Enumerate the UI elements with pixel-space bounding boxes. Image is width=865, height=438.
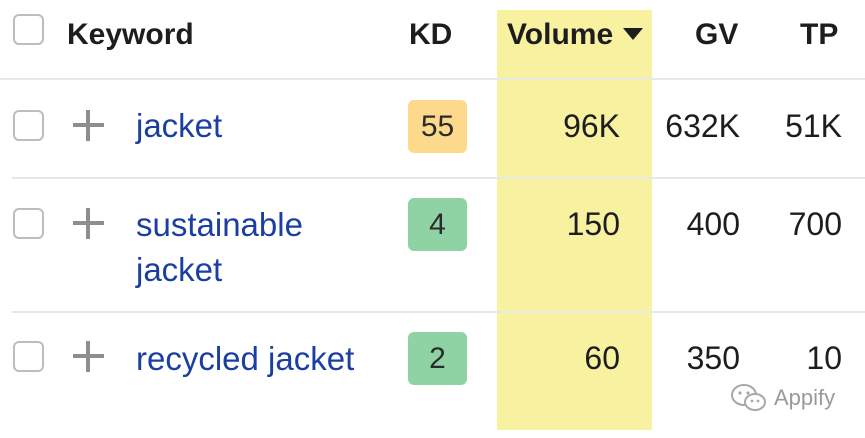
- keyword-link[interactable]: jacket: [136, 107, 223, 144]
- header-divider: [0, 78, 865, 80]
- header-volume[interactable]: Volume: [507, 15, 644, 55]
- row-checkbox[interactable]: [13, 341, 44, 372]
- row-checkbox[interactable]: [13, 208, 44, 239]
- kd-badge: 55: [408, 100, 467, 153]
- volume-value: 60: [584, 340, 620, 376]
- volume-value: 150: [566, 206, 620, 242]
- kd-badge: 4: [408, 198, 467, 251]
- add-keyword-icon[interactable]: [73, 110, 104, 141]
- header-kd[interactable]: KD: [409, 18, 453, 51]
- sort-desc-icon: [623, 28, 644, 41]
- gv-value: 632K: [665, 108, 740, 144]
- row-divider: [12, 177, 865, 179]
- row-divider: [12, 311, 865, 313]
- header-volume-label: Volume: [507, 18, 614, 51]
- header-tp[interactable]: TP: [800, 18, 839, 51]
- volume-value: 96K: [563, 108, 620, 144]
- add-keyword-icon[interactable]: [73, 341, 104, 372]
- watermark-text: Appify: [774, 385, 836, 410]
- tp-value: 51K: [785, 108, 842, 144]
- row-checkbox[interactable]: [13, 110, 44, 141]
- header-keyword[interactable]: Keyword: [67, 18, 194, 51]
- keyword-link[interactable]: sustainable jacket: [136, 206, 303, 288]
- gv-value: 400: [686, 206, 740, 242]
- kd-badge: 2: [408, 332, 467, 385]
- tp-value: 700: [788, 206, 842, 242]
- header-gv[interactable]: GV: [695, 18, 739, 51]
- keyword-link[interactable]: recycled jacket: [136, 340, 355, 377]
- add-keyword-icon[interactable]: [73, 208, 104, 239]
- wechat-icon: [731, 384, 766, 411]
- watermark: Appify: [730, 383, 835, 413]
- gv-value: 350: [686, 340, 740, 376]
- select-all-checkbox[interactable]: [13, 14, 44, 45]
- volume-column-highlight: [497, 10, 652, 430]
- tp-value: 10: [806, 340, 842, 376]
